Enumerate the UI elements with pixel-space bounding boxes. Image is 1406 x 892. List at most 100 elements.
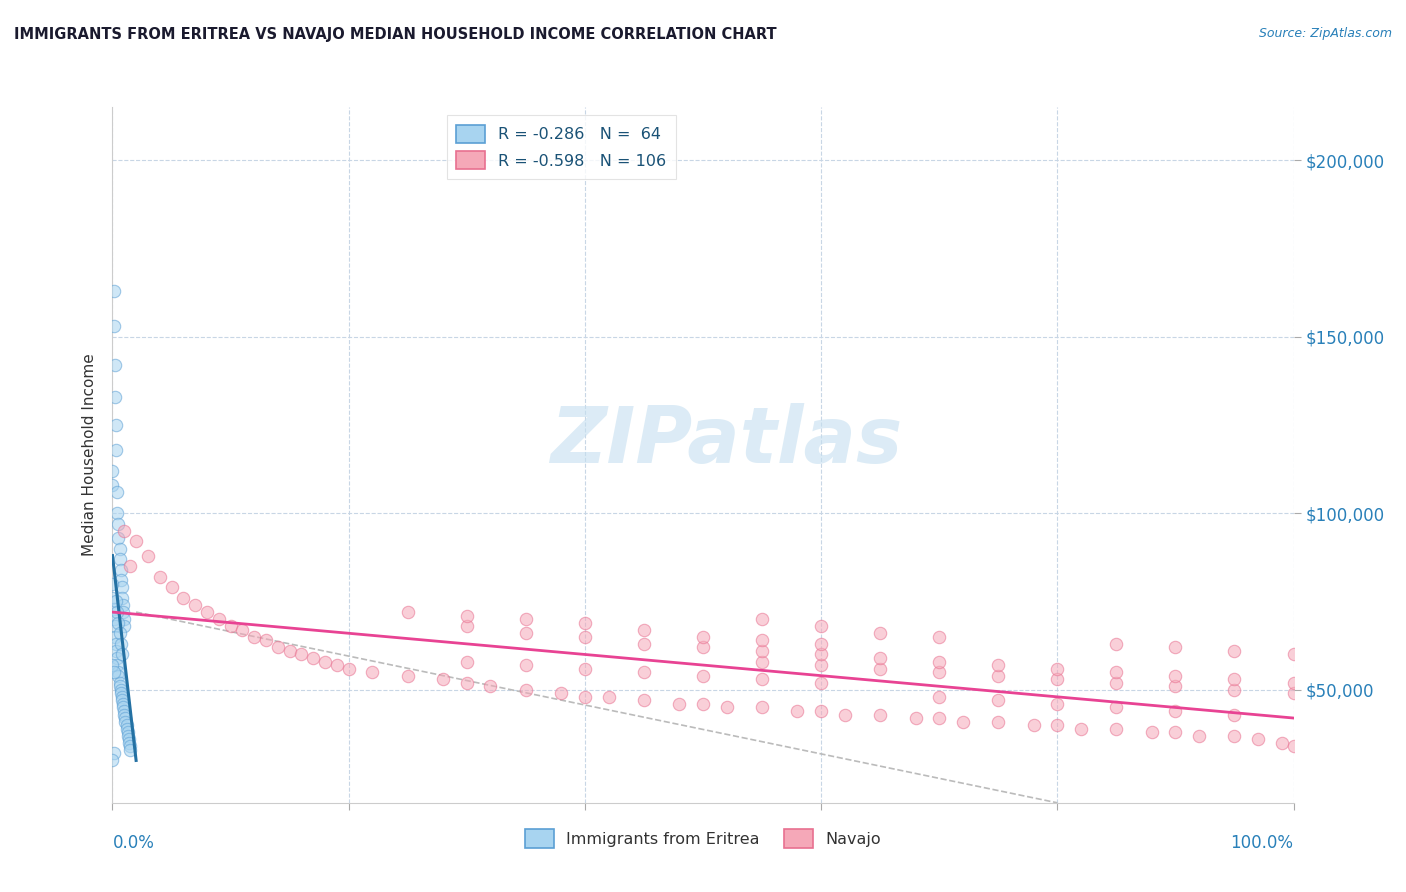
Point (112, 524, 135, 538)
Text: Source: ZipAtlas.com: Source: ZipAtlas.com (1258, 27, 1392, 40)
Text: IMMIGRANTS FROM ERITREA VS NAVAJO MEDIAN HOUSEHOLD INCOME CORRELATION CHART: IMMIGRANTS FROM ERITREA VS NAVAJO MEDIAN… (14, 27, 776, 42)
Point (1188, 729, 1211, 743)
Point (120, 743, 142, 757)
Point (105, 658, 128, 673)
Point (1223, 644, 1246, 658)
Point (111, 591, 134, 605)
Point (1282, 739, 1305, 754)
Point (904, 711, 927, 725)
Point (751, 612, 773, 626)
Point (432, 672, 454, 686)
Point (456, 655, 478, 669)
Point (101, 753, 124, 767)
Point (112, 598, 135, 612)
Point (1164, 640, 1187, 655)
Point (1223, 682, 1246, 697)
Point (987, 693, 1010, 707)
Point (598, 690, 620, 704)
Point (633, 665, 655, 680)
Point (574, 662, 596, 676)
Point (111, 580, 134, 594)
Point (1046, 672, 1069, 686)
Point (810, 637, 832, 651)
Point (103, 612, 125, 626)
Point (120, 739, 142, 754)
Point (751, 633, 773, 648)
Point (987, 658, 1010, 673)
Point (111, 690, 134, 704)
Point (149, 570, 172, 584)
Point (1105, 722, 1128, 736)
Y-axis label: Median Household Income: Median Household Income (82, 353, 97, 557)
Point (1105, 700, 1128, 714)
Point (1046, 697, 1069, 711)
Point (337, 662, 360, 676)
Point (112, 704, 135, 718)
Text: 0.0%: 0.0% (112, 834, 155, 852)
Point (834, 707, 856, 722)
Point (396, 605, 419, 619)
Point (1271, 736, 1294, 750)
Point (574, 615, 596, 630)
Point (361, 665, 384, 680)
Point (104, 630, 127, 644)
Point (110, 686, 132, 700)
Point (869, 651, 891, 665)
Point (105, 637, 128, 651)
Point (107, 668, 129, 682)
Point (105, 651, 128, 665)
Point (928, 630, 950, 644)
Point (810, 619, 832, 633)
Point (104, 358, 127, 372)
Point (1070, 722, 1092, 736)
Point (1046, 718, 1069, 732)
Point (1105, 665, 1128, 680)
Point (1223, 672, 1246, 686)
Point (810, 675, 832, 690)
Point (668, 697, 690, 711)
Point (115, 718, 138, 732)
Point (302, 651, 325, 665)
Point (869, 626, 891, 640)
Point (633, 623, 655, 637)
Point (117, 729, 139, 743)
Point (195, 605, 218, 619)
Point (160, 580, 183, 594)
Point (112, 619, 135, 633)
Point (172, 591, 194, 605)
Point (107, 615, 129, 630)
Point (108, 552, 131, 566)
Point (112, 605, 135, 619)
Point (1140, 725, 1163, 739)
Point (786, 704, 808, 718)
Point (1164, 704, 1187, 718)
Point (574, 630, 596, 644)
Point (108, 679, 131, 693)
Point (692, 640, 714, 655)
Text: ZIPatlas: ZIPatlas (551, 403, 903, 479)
Point (290, 648, 312, 662)
Point (120, 559, 142, 574)
Point (1164, 668, 1187, 682)
Point (105, 442, 128, 457)
Point (692, 668, 714, 682)
Point (869, 662, 891, 676)
Point (928, 665, 950, 680)
Point (112, 697, 135, 711)
Point (810, 704, 832, 718)
Point (928, 690, 950, 704)
Point (101, 577, 124, 591)
Point (1282, 648, 1305, 662)
Point (110, 563, 132, 577)
Point (111, 693, 134, 707)
Point (101, 658, 124, 673)
Point (810, 648, 832, 662)
Point (114, 711, 136, 725)
Point (112, 707, 135, 722)
Point (987, 668, 1010, 682)
Point (125, 534, 148, 549)
Point (107, 665, 129, 680)
Point (114, 714, 136, 729)
Point (751, 700, 773, 714)
Point (267, 640, 290, 655)
